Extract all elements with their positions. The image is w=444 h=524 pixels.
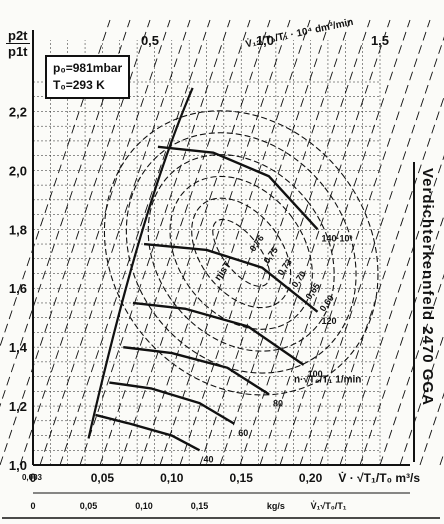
volume-flow-line [279, 19, 431, 466]
mass-flow-tick-label: 0,10 [135, 501, 153, 511]
x-tick-label: 0,20 [299, 471, 323, 485]
x-tick-label: 0 [30, 471, 37, 485]
y-tick-label: 2,2 [9, 104, 27, 119]
volume-flow-line [119, 19, 271, 466]
speed-line-label: 80 [273, 398, 283, 408]
volume-flow-line [319, 95, 444, 466]
x-tick-label: 0,15 [230, 471, 254, 485]
volume-flow-line [379, 273, 444, 466]
speed-line-label: 140·10³ [322, 233, 353, 243]
surge-line-path [87, 87, 194, 439]
volume-flow-line [139, 19, 291, 466]
volume-flow-line [259, 19, 411, 466]
y-axis-label-denominator: p1t [8, 44, 28, 59]
chart-title: Verdichterkennfeld 2470 GGA [419, 168, 436, 406]
efficiency-label: 0,65 [304, 281, 322, 301]
volume-flow-line [339, 155, 444, 466]
efficiency-contour [125, 132, 357, 374]
volume-flow-line [99, 19, 251, 466]
y-axis-label: p2t p1t [6, 28, 30, 59]
flow-tick-label: 0,5 [141, 33, 159, 48]
speed-line [95, 413, 201, 452]
volume-flow-line [59, 19, 211, 466]
volume-flow-line [0, 19, 151, 466]
conditions-box: p₀=981mbar T₀=293 K [45, 55, 131, 99]
y-tick-label: 1,8 [9, 222, 27, 237]
efficiency-contour [191, 197, 292, 309]
volume-flow-line [299, 36, 444, 466]
y-tick-label: 1,6 [9, 281, 27, 296]
speed-line [132, 301, 305, 366]
efficiency-contour [212, 218, 271, 287]
y-tick-label: 2,0 [9, 163, 27, 178]
speed-line [123, 345, 270, 396]
speed-line [109, 381, 235, 425]
mass-flow-units-label: kg/s [267, 501, 285, 511]
y-axis-label-numerator: p2t [6, 28, 30, 44]
surge-line [87, 87, 194, 439]
mass-flow-tick-label: 0,15 [191, 501, 209, 511]
x-axis-label: V̇ · √T₁/T₀ m³/s [338, 470, 420, 485]
volume-flow-line [199, 19, 351, 466]
x-tick-label: 0,05 [91, 471, 115, 485]
volume-flow-line [19, 19, 171, 466]
temperature-condition: T₀=293 K [53, 78, 105, 92]
speed-line-label: 100 [308, 369, 323, 379]
volume-flow-line [179, 19, 331, 466]
volume-flow-line [39, 19, 191, 466]
efficiency-contour [169, 175, 313, 330]
speed-line [143, 242, 319, 313]
mass-flow-tick-label: 0 [30, 501, 35, 511]
volume-flow-lines [0, 19, 444, 466]
flow-tick-label: 1,0 [256, 33, 274, 48]
speed-line-label: 40 [204, 454, 214, 464]
volume-flow-line [159, 19, 311, 466]
efficiency-contour [147, 154, 335, 352]
speed-line [157, 145, 319, 231]
efficiency-label: 0,75 [262, 245, 280, 265]
chart-title-panel: Verdichterkennfeld 2470 GGA [413, 162, 441, 462]
origin-label: 0,003 [22, 473, 43, 482]
y-tick-label: 1,2 [9, 399, 27, 414]
y-tick-label: 1,4 [9, 340, 28, 355]
volume-flow-line [0, 19, 131, 408]
axes [2, 30, 440, 519]
x-axis-label-bottom: V̇₁√T₀/T₁ [311, 501, 347, 511]
speed-axis-label: n·√T₀/T₁ 1/min [294, 375, 361, 386]
speed-lines: 40 60 80 100 120 140·10³ n·√T₀/T₁ 1/min [95, 145, 361, 464]
volume-flow-line [399, 333, 444, 466]
mass-flow-tick-label: 0,05 [80, 501, 98, 511]
grid [32, 40, 381, 466]
efficiency-symbol: ηisT [213, 260, 234, 283]
speed-line-label: 60 [238, 428, 248, 438]
pressure-condition: p₀=981mbar [53, 61, 123, 75]
flow-tick-label: 1,5 [371, 33, 389, 48]
efficiency-contour [103, 110, 379, 396]
speed-line-label: 120 [322, 316, 337, 326]
x-tick-label: 0,10 [160, 471, 184, 485]
volume-flow-line [79, 19, 231, 466]
volume-flow-line [359, 214, 444, 466]
volume-flow-line [219, 19, 371, 466]
y-tick-label: 1,0 [9, 458, 27, 473]
